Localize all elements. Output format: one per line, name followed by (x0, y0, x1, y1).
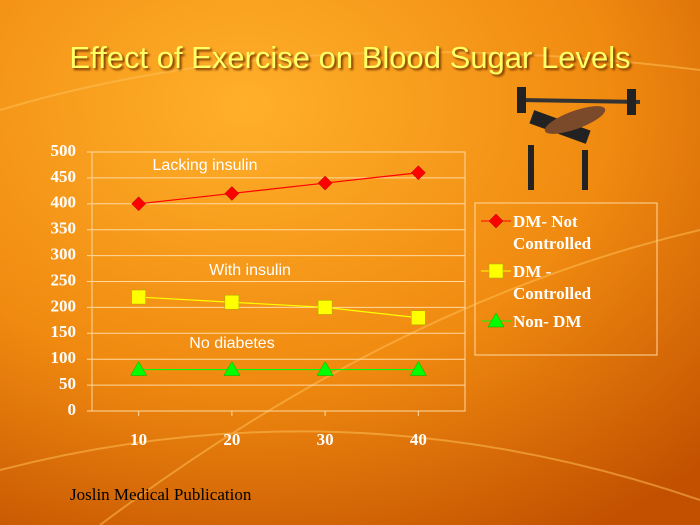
legend-entry: Non- DM (475, 311, 657, 356)
y-tick-label: 300 (51, 245, 77, 264)
marker (488, 213, 504, 229)
legend-label: DM- Not Controlled (513, 212, 592, 253)
x-tick-label: 40 (410, 430, 427, 449)
marker (130, 361, 148, 376)
legend-box (474, 202, 658, 356)
y-tick-label: 150 (51, 322, 77, 341)
source: Joslin Medical Publication (70, 485, 252, 504)
marker (411, 165, 426, 181)
y-tick-label: 0 (68, 400, 77, 419)
annotation: Lacking insulin (153, 157, 258, 174)
y-tick-label: 50 (59, 374, 76, 393)
chart-title: Effect of Exercise on Blood Sugar Levels (69, 40, 630, 75)
series-line (138, 296, 419, 319)
marker (223, 361, 241, 376)
marker (131, 289, 146, 305)
y-tick-label: 250 (51, 270, 77, 289)
marker (316, 361, 334, 376)
legend-swatch (481, 263, 511, 279)
legend-swatch (481, 213, 511, 229)
legend-label: DM - Controlled (513, 262, 592, 303)
weightlifter-clipart (517, 87, 641, 190)
y-tick-label: 350 (51, 219, 77, 238)
annotation: No diabetes (189, 335, 274, 352)
y-tick-label: 100 (51, 348, 77, 367)
plot: 0 50 100 150 200 250 300 350 400 450 500 10 20 30 40 (51, 141, 465, 449)
x-tick-label: 10 (130, 430, 147, 449)
decoration (0, 51, 700, 525)
marker (317, 175, 333, 191)
marker (131, 196, 146, 212)
y-tick-label: 400 (51, 193, 77, 212)
marker (224, 294, 240, 310)
marker (409, 361, 427, 376)
marker (487, 312, 505, 328)
marker (411, 310, 426, 326)
annotation: With insulin (209, 262, 291, 279)
marker (317, 300, 333, 315)
legend-swatch (481, 312, 511, 328)
legend-label: Non- DM (513, 312, 582, 331)
y-tick-label: 450 (51, 167, 77, 186)
x-tick-label: 30 (317, 430, 334, 449)
y-tick-label: 200 (51, 296, 77, 315)
y-tick-label: 500 (51, 141, 77, 160)
marker (488, 263, 504, 279)
x-tick-label: 20 (223, 430, 240, 449)
legend-entry: DM - Controlled (475, 261, 657, 306)
marker (224, 186, 240, 201)
series-line (138, 172, 419, 205)
legend-entry: DM- Not Controlled (475, 211, 657, 256)
